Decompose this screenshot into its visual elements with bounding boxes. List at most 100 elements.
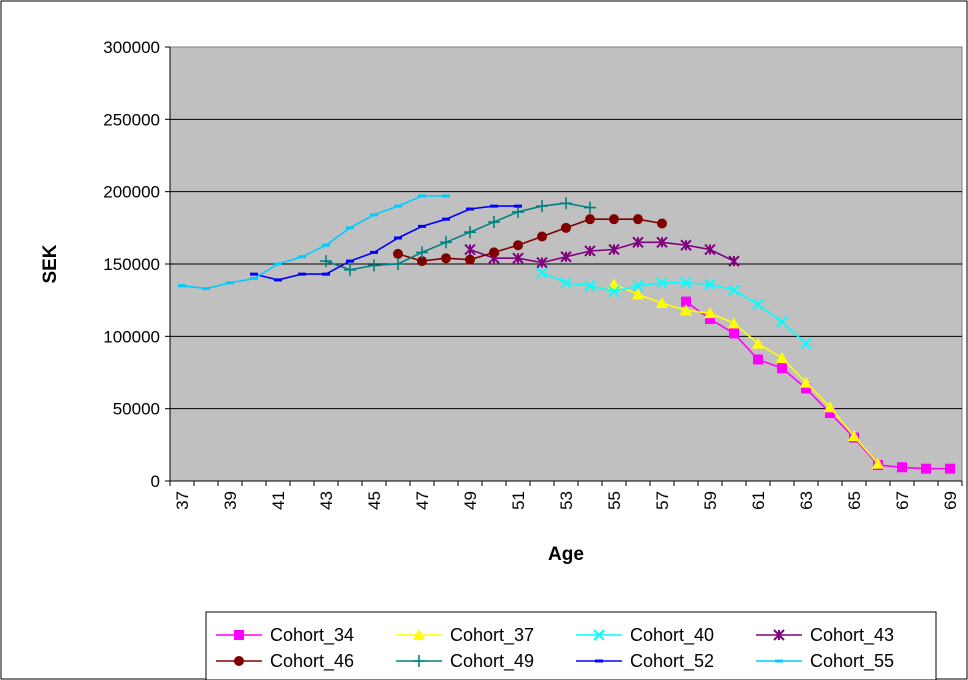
- data-point: [418, 194, 426, 198]
- y-tick-label: 100000: [103, 327, 160, 346]
- data-point: [921, 463, 931, 474]
- data-point: [657, 218, 667, 229]
- data-point: [560, 277, 572, 289]
- data-point: [656, 297, 668, 309]
- data-point: [274, 262, 282, 266]
- legend-item: Cohort_46: [216, 651, 354, 672]
- x-tick-label: 69: [941, 491, 960, 510]
- legend-item: Cohort_49: [396, 651, 534, 672]
- x-tick-label: 49: [461, 491, 480, 510]
- x-tick-label: 61: [749, 491, 768, 510]
- data-point: [250, 276, 258, 280]
- data-point: [729, 328, 739, 339]
- x-axis: 37 39 41 43 45 47 49 51 53 55 57 59 61 63 65 67 69: [169, 480, 963, 510]
- data-point: [752, 337, 764, 349]
- data-point: [320, 255, 332, 268]
- data-point: [440, 236, 452, 249]
- data-point: [632, 288, 644, 300]
- data-point: [202, 287, 210, 291]
- data-point: [704, 307, 716, 319]
- data-point: [274, 278, 282, 282]
- legend-label: Cohort_55: [810, 651, 894, 672]
- x-tick-label: 67: [893, 491, 912, 510]
- data-point: [656, 277, 668, 289]
- data-point: [370, 213, 378, 217]
- legend-item: Cohort_37: [396, 625, 534, 646]
- legend-box: [205, 611, 937, 680]
- data-point: [417, 256, 427, 267]
- legend-item: Cohort_43: [756, 625, 894, 646]
- legend-label: Cohort_34: [270, 625, 354, 646]
- data-point: [608, 243, 620, 256]
- y-tick-label: 300000: [103, 38, 160, 57]
- data-point: [514, 204, 522, 208]
- data-point: [234, 656, 244, 666]
- legend-item: Cohort_34: [216, 625, 354, 646]
- y-tick-label: 250000: [103, 110, 160, 129]
- data-point: [584, 245, 596, 257]
- data-point: [322, 243, 330, 247]
- data-point: [704, 278, 716, 290]
- data-point: [585, 214, 595, 225]
- data-point: [584, 279, 596, 292]
- series-cohort-46: [393, 214, 667, 267]
- data-point: [800, 337, 812, 350]
- data-point: [584, 201, 596, 214]
- series-cohort-49: [320, 197, 596, 276]
- legend-item: Cohort_40: [576, 625, 714, 646]
- data-point: [773, 629, 785, 641]
- data-point: [825, 408, 835, 419]
- x-tick-label: 65: [845, 491, 864, 510]
- y-tick-label: 0: [151, 472, 160, 491]
- data-point: [560, 251, 572, 263]
- data-point: [490, 204, 498, 208]
- data-point: [298, 255, 306, 259]
- data-point: [728, 317, 740, 329]
- legend: Cohort_34 Cohort_37 Cohort_40 Cohort_43 Coho…: [205, 611, 937, 680]
- data-point: [775, 659, 783, 663]
- data-point: [537, 231, 547, 242]
- data-point: [394, 204, 402, 208]
- data-point: [776, 316, 788, 328]
- data-point: [512, 252, 524, 264]
- data-point: [728, 255, 740, 267]
- data-point: [234, 630, 244, 640]
- x-axis-title: Age: [548, 544, 584, 565]
- series-cohort-52: [250, 204, 522, 282]
- data-point: [777, 363, 787, 374]
- data-point: [801, 383, 811, 394]
- legend-item: Cohort_55: [756, 651, 894, 672]
- data-point: [680, 304, 692, 316]
- data-point: [394, 236, 402, 240]
- data-point: [441, 253, 451, 264]
- series-layer: [178, 194, 955, 474]
- series-cohort-55: [178, 194, 450, 291]
- data-point: [632, 236, 644, 249]
- data-point: [442, 217, 450, 221]
- data-point: [346, 226, 354, 230]
- data-point: [752, 298, 764, 311]
- data-point: [680, 277, 692, 289]
- legend-item: Cohort_52: [576, 651, 714, 672]
- data-point: [512, 205, 524, 218]
- data-point: [442, 194, 450, 198]
- data-point: [536, 266, 548, 279]
- legend-label: Cohort_46: [270, 651, 354, 672]
- data-point: [680, 239, 692, 251]
- data-point: [464, 243, 476, 256]
- series-line: [469, 241, 735, 264]
- x-tick-label: 53: [557, 491, 576, 510]
- data-point: [466, 207, 474, 211]
- series-cohort-40: [536, 266, 812, 350]
- legend-label: Cohort_49: [450, 651, 534, 672]
- x-tick-label: 45: [365, 491, 384, 510]
- y-axis-title: SEK: [40, 244, 61, 283]
- x-tick-label: 63: [797, 491, 816, 510]
- data-point: [322, 272, 330, 276]
- data-point: [393, 248, 403, 259]
- data-point: [824, 401, 836, 413]
- data-point: [848, 430, 860, 442]
- series-cohort-43: [464, 236, 740, 269]
- data-point: [632, 279, 644, 292]
- data-point: [609, 214, 619, 225]
